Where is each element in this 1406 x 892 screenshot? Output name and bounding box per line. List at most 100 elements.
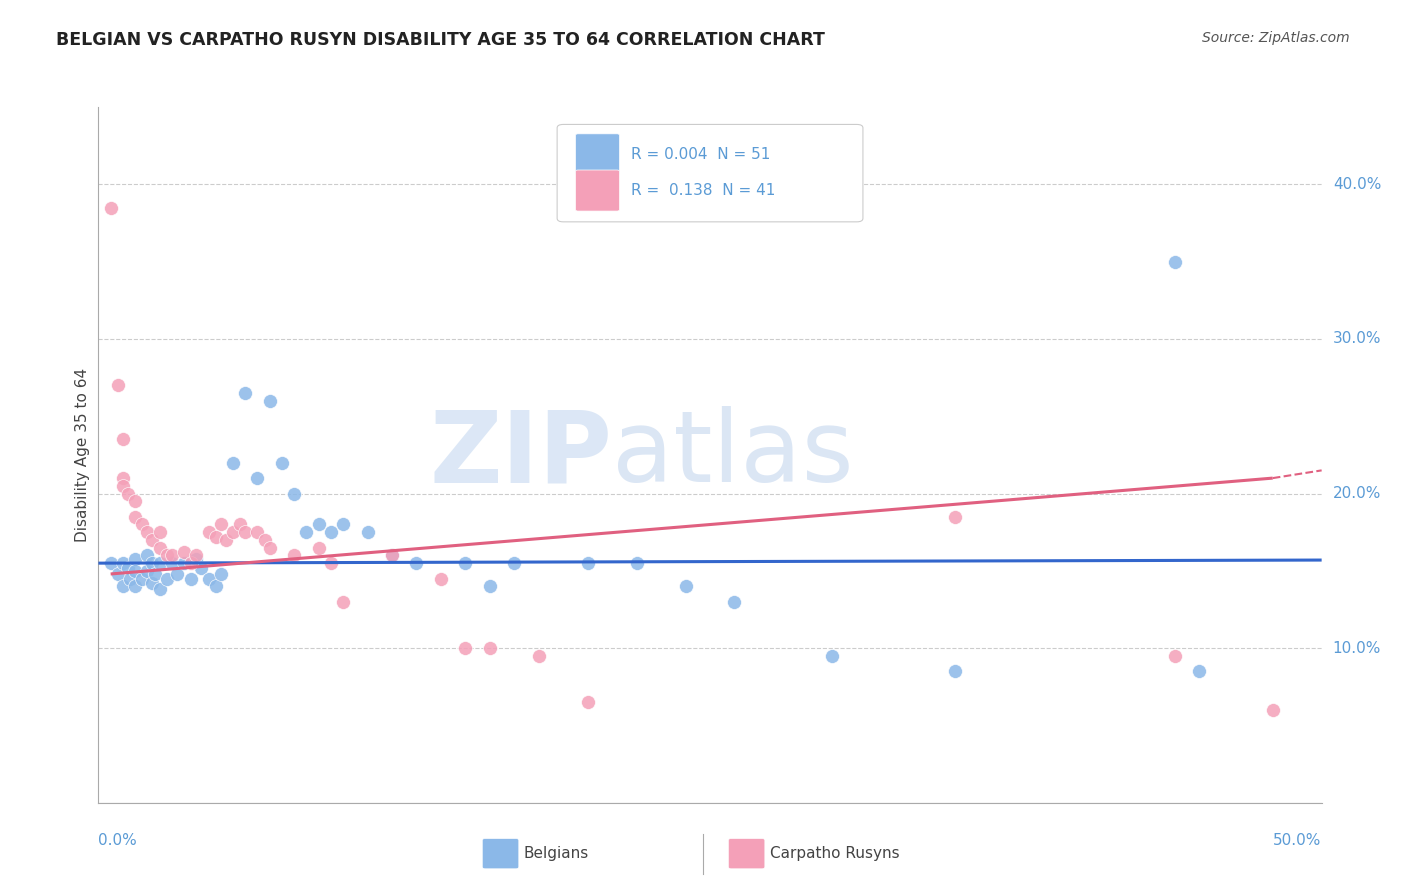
Text: 40.0%: 40.0% (1333, 177, 1381, 192)
Point (149, 556, 172, 570)
Point (576, 556, 599, 570)
Point (124, 564, 146, 578)
Point (156, 549, 179, 563)
Point (141, 533, 163, 547)
Point (197, 572, 219, 586)
Point (173, 545, 195, 559)
Point (527, 648, 550, 663)
Text: ZIP: ZIP (429, 407, 612, 503)
Point (229, 517, 252, 532)
Text: R = 0.004  N = 51: R = 0.004 N = 51 (630, 147, 770, 161)
Point (503, 556, 526, 570)
Point (186, 549, 208, 563)
Point (111, 556, 134, 570)
Point (111, 579, 134, 593)
Point (576, 695, 599, 709)
Point (270, 456, 294, 470)
Point (319, 556, 342, 570)
Point (197, 525, 219, 540)
Point (356, 525, 378, 540)
Point (308, 517, 330, 532)
Point (131, 517, 153, 532)
Point (141, 556, 163, 570)
Point (205, 530, 228, 544)
Point (209, 517, 232, 532)
Point (149, 582, 172, 597)
Text: R =  0.138  N = 41: R = 0.138 N = 41 (630, 183, 775, 198)
Point (190, 561, 212, 575)
Point (160, 556, 183, 570)
FancyBboxPatch shape (575, 170, 620, 211)
Point (821, 648, 844, 663)
Point (149, 525, 172, 540)
Point (222, 525, 245, 540)
Point (259, 393, 281, 408)
Text: atlas: atlas (612, 407, 853, 503)
Point (117, 561, 139, 575)
Point (136, 564, 159, 578)
Point (100, 201, 122, 215)
Point (1261, 703, 1284, 717)
Text: BELGIAN VS CARPATHO RUSYN DISABILITY AGE 35 TO 64 CORRELATION CHART: BELGIAN VS CARPATHO RUSYN DISABILITY AGE… (56, 31, 825, 49)
Point (295, 525, 318, 540)
Point (111, 433, 134, 447)
FancyBboxPatch shape (575, 134, 620, 175)
Text: 0.0%: 0.0% (98, 833, 138, 848)
Point (332, 517, 354, 532)
Point (319, 525, 342, 540)
Point (124, 551, 146, 566)
Point (233, 525, 256, 540)
FancyBboxPatch shape (557, 124, 863, 222)
Point (131, 572, 153, 586)
Point (180, 572, 202, 586)
Point (222, 456, 245, 470)
Point (1164, 254, 1187, 268)
Point (111, 471, 134, 485)
Y-axis label: Disability Age 35 to 64: Disability Age 35 to 64 (75, 368, 90, 542)
Point (107, 566, 129, 581)
Point (626, 556, 648, 570)
Point (675, 579, 697, 593)
Text: 50.0%: 50.0% (1274, 833, 1322, 848)
Point (186, 551, 208, 566)
Point (253, 533, 276, 547)
Point (246, 525, 269, 540)
Point (259, 541, 281, 555)
Point (283, 486, 305, 500)
Point (381, 549, 404, 563)
Point (205, 579, 228, 593)
Point (136, 549, 159, 563)
Point (246, 471, 269, 485)
Text: Source: ZipAtlas.com: Source: ZipAtlas.com (1202, 31, 1350, 45)
Point (141, 576, 163, 591)
Point (943, 665, 966, 679)
Point (332, 595, 354, 609)
Point (478, 579, 501, 593)
Point (209, 566, 232, 581)
Point (723, 595, 745, 609)
Point (173, 556, 195, 570)
Text: 20.0%: 20.0% (1333, 486, 1381, 501)
Point (100, 556, 122, 570)
Point (1164, 648, 1187, 663)
Point (454, 641, 477, 656)
Text: Belgians: Belgians (523, 847, 588, 861)
Point (180, 556, 202, 570)
Point (143, 566, 166, 581)
Text: 30.0%: 30.0% (1333, 332, 1381, 346)
Point (943, 509, 966, 524)
Point (156, 572, 179, 586)
Point (111, 479, 134, 493)
Point (381, 549, 404, 563)
Point (107, 378, 129, 392)
Point (166, 566, 188, 581)
Text: Carpatho Rusyns: Carpatho Rusyns (770, 847, 900, 861)
Point (117, 486, 139, 500)
Point (1188, 665, 1211, 679)
Point (136, 525, 159, 540)
Text: 10.0%: 10.0% (1333, 640, 1381, 656)
Point (478, 641, 501, 656)
Point (124, 494, 146, 508)
Point (214, 533, 236, 547)
Point (149, 541, 172, 555)
